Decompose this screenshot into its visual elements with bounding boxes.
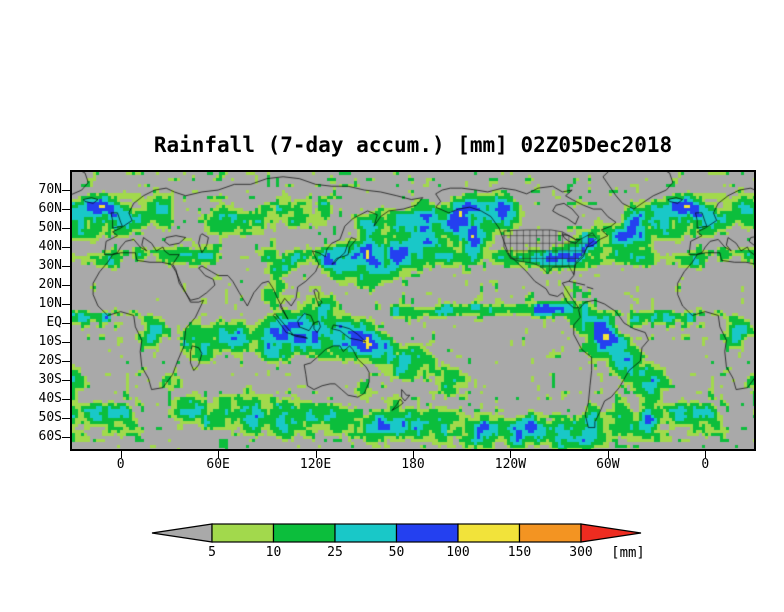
lon-tick-label: 120E [299, 457, 332, 472]
lat-tick-label: 60N [38, 201, 62, 217]
lat-tick-mark [62, 285, 70, 287]
lon-tick-mark [120, 451, 122, 458]
map-frame [70, 170, 756, 451]
colorbar [151, 523, 642, 543]
lat-tick-label: 10N [38, 296, 62, 312]
lat-tick-label: 70N [38, 182, 62, 198]
lat-tick-label: 10S [38, 334, 62, 350]
lon-tick-mark [510, 451, 512, 458]
lat-tick-mark [62, 342, 70, 344]
lat-tick-label: 40N [38, 239, 62, 255]
lat-tick-mark [62, 247, 70, 249]
lat-tick-label: 20N [38, 277, 62, 293]
rainfall-map-canvas [72, 172, 754, 449]
lat-tick-mark [62, 437, 70, 439]
colorbar-bin [395, 523, 459, 543]
legend-value: 50 [388, 545, 405, 560]
legend-value: 100 [446, 545, 470, 560]
lat-tick-mark [62, 228, 70, 230]
colorbar-bin [518, 523, 582, 543]
legend-value: 150 [507, 545, 532, 560]
lat-tick-mark [62, 304, 70, 306]
legend-value: 5 [208, 545, 216, 560]
colorbar-bin [334, 523, 398, 543]
lon-tick-label: 120W [494, 457, 527, 472]
colorbar-bin [457, 523, 521, 543]
lon-tick-label: 60W [596, 457, 620, 472]
legend-value: 300 [569, 545, 593, 560]
lon-tick-mark [413, 451, 414, 458]
lat-tick-label: EQ [46, 315, 62, 331]
lat-tick-label: 60S [38, 429, 62, 445]
lat-tick-label: 20S [38, 353, 62, 369]
lat-tick-mark [62, 190, 70, 192]
lat-tick-label: 30S [38, 372, 62, 388]
lon-tick-label: 60E [206, 457, 230, 472]
lon-tick-mark [705, 451, 707, 458]
lat-tick-mark [62, 266, 70, 268]
plot-title: Rainfall (7-day accum.) [mm] 02Z05Dec201… [153, 133, 673, 157]
colorbar-bin [211, 523, 275, 543]
lat-tick-mark [62, 323, 70, 325]
legend-value: 25 [327, 545, 343, 560]
lat-tick-mark [62, 209, 70, 211]
lat-tick-mark [62, 399, 70, 401]
colorbar-above-arrow [580, 523, 642, 543]
lat-tick-label: 50S [38, 410, 62, 426]
lon-tick-label: 180 [401, 457, 425, 472]
lat-tick-label: 30N [38, 258, 62, 274]
colorbar-unit-label: [mm] [611, 545, 645, 561]
lon-tick-mark [218, 451, 220, 458]
lat-tick-mark [62, 418, 70, 420]
colorbar-bin [272, 523, 336, 543]
lon-tick-label: 0 [701, 457, 710, 472]
lat-tick-mark [62, 380, 70, 382]
lat-tick-label: 50N [38, 220, 62, 236]
lon-tick-mark [315, 451, 317, 458]
lat-tick-label: 40S [38, 391, 62, 407]
lat-tick-mark [62, 361, 70, 363]
lon-tick-label: 0 [116, 457, 125, 472]
colorbar-below-arrow [151, 523, 213, 543]
legend-value: 10 [265, 545, 282, 560]
lon-tick-mark [607, 451, 609, 458]
